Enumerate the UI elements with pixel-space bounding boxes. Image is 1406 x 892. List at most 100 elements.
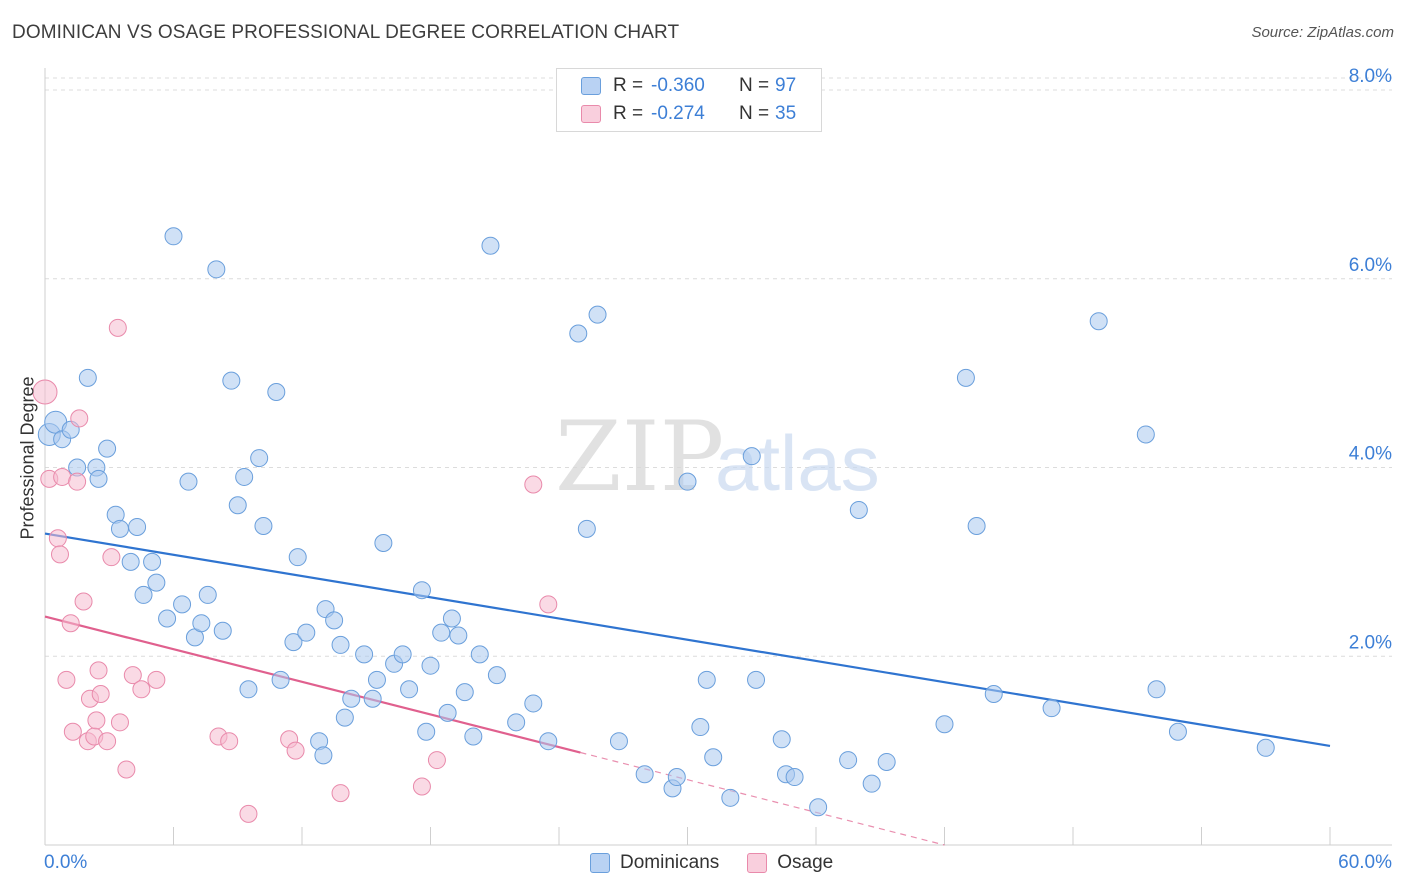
point-dominicans	[89, 469, 108, 488]
point-dominicans	[442, 609, 461, 628]
point-dominicans	[207, 260, 226, 279]
y-axis-label: Professional Degree	[17, 376, 38, 540]
point-osage	[123, 666, 142, 685]
point-dominicans	[1089, 312, 1108, 331]
point-dominicans	[179, 472, 198, 491]
point-dominicans	[271, 670, 290, 689]
point-osage	[132, 680, 151, 699]
x-tick-label-min: 0.0%	[44, 852, 87, 873]
point-dominicans	[198, 585, 217, 604]
point-dominicans	[704, 748, 723, 767]
point-dominicans	[143, 552, 162, 571]
trendline-dominicans	[44, 532, 1331, 747]
point-dominicans	[691, 718, 710, 737]
point-dominicans	[173, 595, 192, 614]
point-dominicans	[110, 519, 129, 538]
point-dominicans	[254, 517, 273, 536]
point-dominicans	[956, 368, 975, 387]
point-osage	[412, 777, 431, 796]
legend-r-label: R =	[613, 75, 644, 96]
point-dominicans	[524, 694, 543, 713]
point-osage	[108, 318, 127, 337]
point-dominicans	[438, 703, 457, 722]
legend-item-dominicans: Dominicans	[590, 852, 719, 874]
point-dominicans	[539, 732, 558, 751]
point-dominicans	[487, 666, 506, 685]
series-osage	[32, 318, 558, 823]
point-dominicans	[1256, 738, 1275, 757]
point-dominicans	[331, 635, 350, 654]
point-dominicans	[235, 467, 254, 486]
point-dominicans	[772, 730, 791, 749]
point-dominicans	[164, 227, 183, 246]
legend-r-value: -0.360	[651, 75, 705, 96]
point-dominicans	[325, 611, 344, 630]
point-dominicans	[1147, 680, 1166, 699]
point-dominicans	[609, 732, 628, 751]
point-osage	[524, 475, 543, 494]
point-osage	[220, 732, 239, 751]
point-osage	[48, 529, 67, 548]
point-dominicans	[507, 713, 526, 732]
point-dominicans	[158, 609, 177, 628]
y-tick-label: 4.0%	[1349, 444, 1392, 465]
point-dominicans	[449, 626, 468, 645]
y-tick-label: 6.0%	[1349, 255, 1392, 276]
point-osage	[286, 741, 305, 760]
point-dominicans	[742, 447, 761, 466]
point-dominicans	[455, 683, 474, 702]
point-dominicans	[342, 689, 361, 708]
point-dominicans	[588, 305, 607, 324]
series-dominicans	[37, 227, 1275, 817]
point-osage	[53, 467, 72, 486]
point-dominicans	[121, 552, 140, 571]
point-dominicans	[297, 623, 316, 642]
point-dominicans	[314, 746, 333, 765]
x-tick-label-max: 60.0%	[1338, 852, 1392, 873]
point-dominicans	[470, 645, 489, 664]
point-dominicans	[432, 623, 451, 642]
correlation-legend: R = -0.360 N = 97 R = -0.274 N = 35	[556, 68, 822, 132]
point-dominicans	[421, 656, 440, 675]
legend-row-osage: R = -0.274 N = 35	[581, 102, 796, 126]
point-dominicans	[747, 670, 766, 689]
point-osage	[331, 784, 350, 803]
watermark-atlas: atlas	[715, 419, 880, 507]
point-dominicans	[417, 722, 436, 741]
point-osage	[98, 732, 117, 751]
point-dominicans	[481, 236, 500, 255]
point-osage	[70, 409, 89, 428]
point-dominicans	[363, 689, 382, 708]
point-dominicans	[222, 371, 241, 390]
point-osage	[427, 751, 446, 770]
point-osage	[89, 661, 108, 680]
point-dominicans	[697, 670, 716, 689]
watermark-zip: ZIP	[555, 401, 724, 513]
point-osage	[539, 595, 558, 614]
trendlines	[44, 532, 1331, 846]
point-osage	[61, 614, 80, 633]
point-osage	[102, 548, 121, 567]
series-legend: Dominicans Osage	[590, 852, 861, 874]
point-osage	[50, 545, 69, 564]
y-tick-label: 2.0%	[1349, 632, 1392, 653]
point-dominicans	[134, 585, 153, 604]
point-dominicans	[250, 449, 269, 468]
point-dominicans	[367, 670, 386, 689]
point-dominicans	[577, 519, 596, 538]
point-dominicans	[667, 768, 686, 787]
point-dominicans	[809, 798, 828, 817]
legend-r-value: -0.274	[651, 103, 705, 124]
legend-n-label: N =	[739, 103, 770, 124]
y-tick-label: 8.0%	[1349, 66, 1392, 87]
point-dominicans	[877, 752, 896, 771]
legend-label-dominicans: Dominicans	[620, 852, 720, 873]
legend-n-value: 35	[775, 103, 797, 124]
point-dominicans	[785, 768, 804, 787]
gridlines	[45, 77, 1392, 657]
point-dominicans	[464, 727, 483, 746]
point-dominicans	[393, 645, 412, 664]
point-dominicans	[239, 680, 258, 699]
legend-n-label: N =	[739, 75, 770, 96]
